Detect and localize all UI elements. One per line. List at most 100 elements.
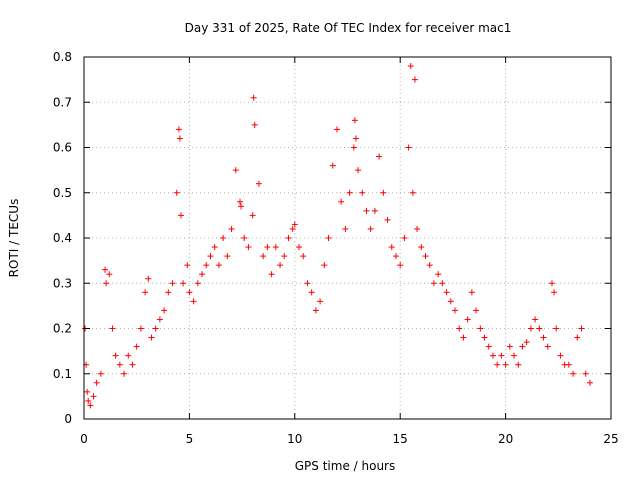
data-point — [317, 298, 324, 305]
data-point — [557, 352, 564, 359]
data-point — [142, 289, 149, 296]
data-points — [82, 63, 593, 409]
data-point — [346, 189, 353, 196]
data-point — [250, 94, 257, 101]
data-point — [435, 271, 442, 278]
data-point — [447, 298, 454, 305]
data-point — [186, 289, 193, 296]
data-point — [260, 253, 267, 260]
data-point — [473, 307, 480, 314]
data-point — [502, 361, 509, 368]
data-point — [169, 280, 176, 287]
data-point — [380, 189, 387, 196]
data-point — [291, 221, 298, 228]
data-point — [511, 352, 518, 359]
data-point — [161, 307, 168, 314]
data-point — [245, 244, 252, 251]
axis-ticks: 0 5 10 15 20 25 0 0.1 0.2 0.3 0.4 0.5 0.6 0.7 0.8 — [53, 50, 619, 446]
data-point — [494, 361, 501, 368]
data-point — [355, 167, 362, 174]
data-point — [468, 289, 475, 296]
data-point — [156, 316, 163, 323]
data-point — [430, 280, 437, 287]
data-point — [414, 225, 421, 232]
y-tick-label: 0.1 — [53, 367, 72, 381]
data-point — [116, 361, 123, 368]
data-point — [456, 325, 463, 332]
data-point — [515, 361, 522, 368]
data-point — [570, 370, 577, 377]
data-point — [300, 253, 307, 260]
data-point — [544, 343, 551, 350]
data-point — [199, 271, 206, 278]
data-point — [97, 370, 104, 377]
data-point — [527, 325, 534, 332]
data-point — [272, 244, 279, 251]
data-point — [439, 280, 446, 287]
data-point — [397, 262, 404, 269]
data-point — [137, 325, 144, 332]
data-point — [489, 352, 496, 359]
data-point — [109, 325, 116, 332]
data-point — [203, 262, 210, 269]
data-point — [304, 280, 311, 287]
data-point — [207, 253, 214, 260]
data-point — [251, 121, 258, 128]
x-tick-label: 20 — [498, 432, 513, 446]
y-tick-label: 0.4 — [53, 231, 72, 245]
data-point — [194, 280, 201, 287]
data-point — [392, 253, 399, 260]
y-tick-label: 0.5 — [53, 186, 72, 200]
data-point — [418, 244, 425, 251]
data-point — [401, 235, 408, 241]
data-point — [184, 262, 191, 269]
data-point — [553, 325, 560, 332]
data-point — [367, 225, 374, 232]
x-tick-label: 25 — [603, 432, 618, 446]
grid-lines — [84, 57, 611, 419]
data-point — [460, 334, 467, 341]
data-point — [523, 339, 530, 346]
data-point — [220, 235, 227, 241]
data-point — [103, 280, 110, 287]
y-axis-label: ROTI / TECUs — [7, 199, 21, 278]
data-point — [321, 262, 328, 269]
data-point — [312, 307, 319, 314]
data-point — [329, 162, 336, 169]
data-point — [376, 153, 383, 160]
data-point — [236, 198, 243, 205]
data-point — [384, 216, 391, 223]
data-point — [342, 225, 349, 232]
data-point — [540, 334, 547, 341]
data-point — [84, 388, 91, 395]
data-point — [519, 343, 526, 350]
data-point — [268, 271, 275, 278]
data-point — [176, 135, 183, 142]
data-point — [409, 189, 416, 196]
data-point — [238, 203, 245, 210]
data-point — [443, 289, 450, 296]
data-point — [411, 76, 418, 83]
data-point — [452, 307, 459, 314]
data-point — [264, 244, 271, 251]
data-point — [93, 379, 100, 386]
data-point — [551, 289, 558, 296]
x-tick-label: 10 — [287, 432, 302, 446]
data-point — [228, 225, 235, 232]
data-point — [485, 343, 492, 350]
y-tick-label: 0.8 — [53, 50, 72, 64]
data-point — [241, 235, 248, 241]
data-point — [548, 280, 555, 287]
data-point — [87, 402, 94, 409]
data-point — [405, 144, 412, 151]
data-point — [308, 289, 315, 296]
data-point — [112, 352, 119, 359]
data-point — [285, 235, 292, 241]
data-point — [145, 275, 152, 282]
data-point — [498, 352, 505, 359]
data-point — [371, 207, 378, 214]
data-point — [574, 334, 581, 341]
data-point — [351, 117, 358, 124]
data-point — [532, 316, 539, 323]
